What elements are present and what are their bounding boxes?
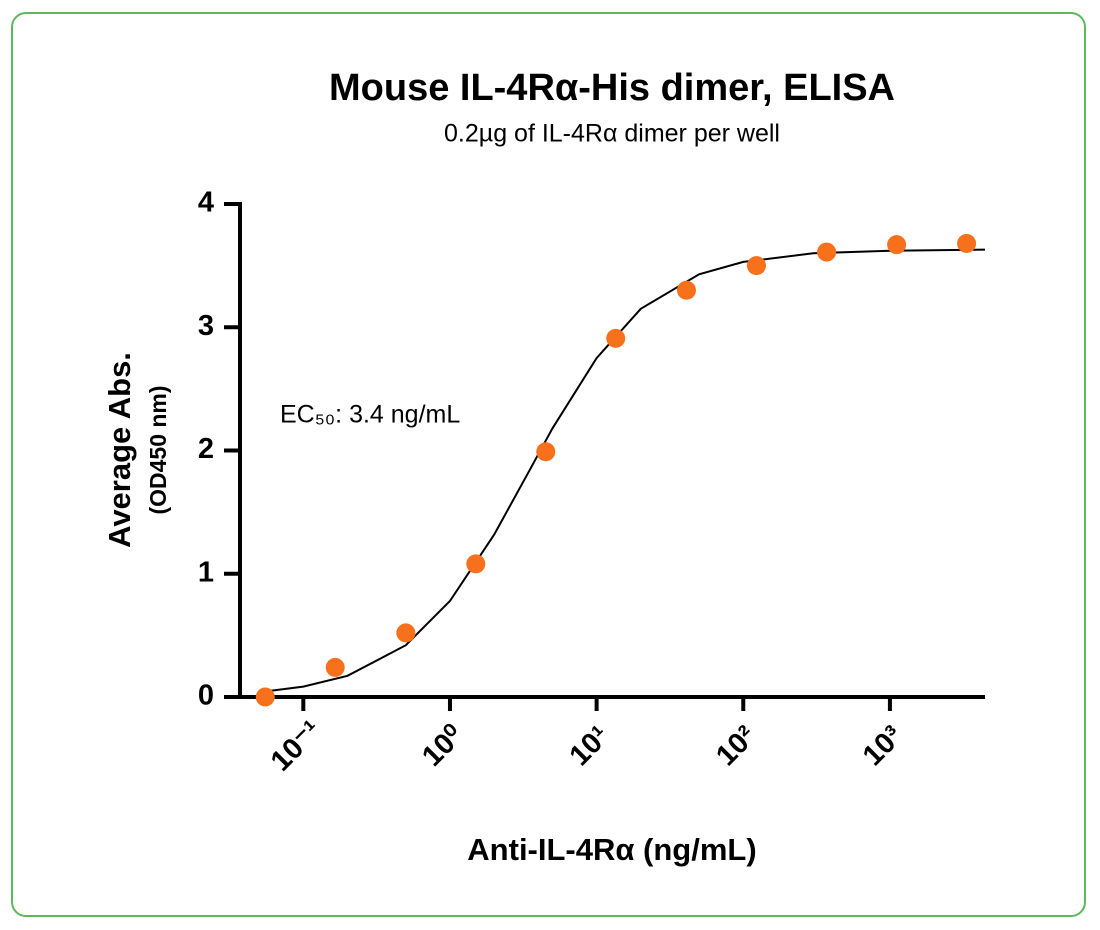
data-point: [325, 657, 345, 677]
y-tick-label: 1: [198, 556, 214, 588]
data-point: [466, 554, 486, 574]
y-tick-label: 2: [198, 433, 214, 465]
y-tick-label: 3: [198, 310, 214, 342]
y-axis-title: Average Abs.: [102, 352, 137, 548]
data-point: [887, 235, 907, 255]
card-border: [11, 12, 1086, 917]
chart-subtitle: 0.2µg of IL-4Rα dimer per well: [444, 120, 780, 148]
data-point: [255, 687, 275, 707]
x-axis-title: Anti-IL-4Rα (ng/mL): [467, 832, 756, 867]
chart-title: Mouse IL-4Rα-His dimer, ELISA: [329, 67, 895, 109]
ec50-annotation: EC₅₀: 3.4 ng/mL: [280, 401, 460, 429]
fit-curve: [270, 248, 986, 692]
y-tick-label: 0: [198, 680, 214, 712]
y-axis-subtitle: (OD450 nm): [145, 385, 171, 514]
y-tick-label: 4: [198, 187, 214, 219]
data-point: [396, 623, 416, 643]
data-point: [957, 233, 977, 253]
data-point: [536, 442, 556, 462]
data-point: [817, 242, 837, 262]
data-point: [746, 256, 766, 276]
data-point: [676, 280, 696, 300]
data-point: [606, 328, 626, 348]
